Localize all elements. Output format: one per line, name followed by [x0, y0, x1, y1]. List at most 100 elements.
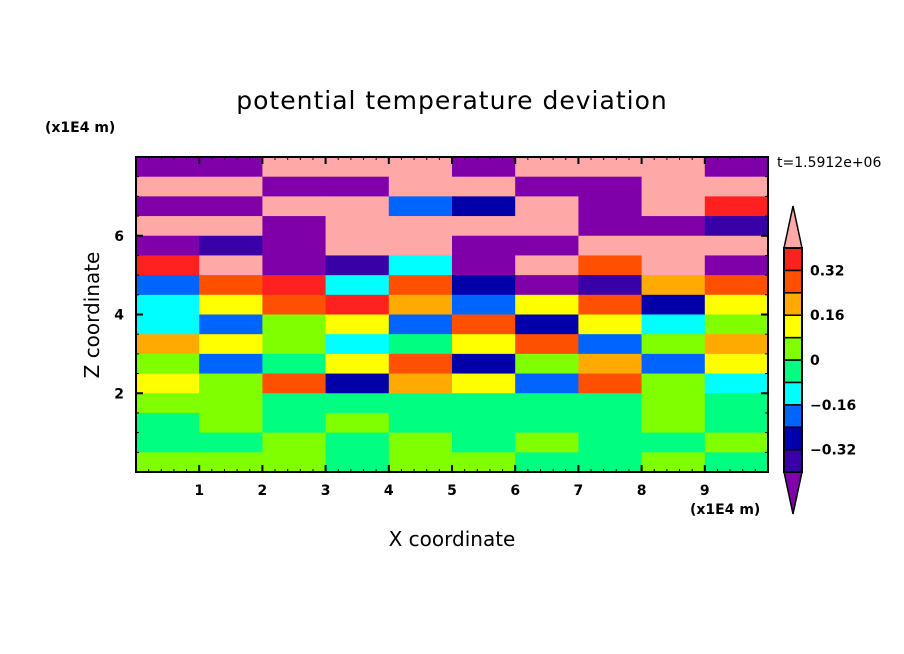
field-cell: [388, 196, 453, 217]
field-cell: [199, 255, 263, 276]
field-cell: [578, 373, 643, 394]
field-cell: [641, 432, 706, 453]
field-cell: [515, 452, 579, 473]
field-cell: [704, 196, 769, 217]
field-cell: [578, 255, 643, 276]
field-cell: [641, 235, 706, 256]
field-cell: [452, 334, 516, 355]
field-cell: [262, 432, 327, 453]
colorbar-label: 0.16: [810, 308, 845, 324]
field-cell: [515, 393, 579, 414]
field-cell: [136, 196, 200, 217]
field-cell: [704, 334, 769, 355]
field-cell: [325, 275, 390, 296]
x-tick-label: 5: [447, 483, 457, 499]
field-cell: [515, 353, 579, 375]
field-cell: [136, 393, 200, 414]
field-cell: [262, 393, 327, 414]
x-tick-label: 8: [637, 483, 647, 499]
field-cell: [199, 393, 263, 414]
field-cell: [515, 255, 579, 276]
field-cell: [704, 275, 769, 296]
field-cell: [704, 393, 769, 414]
field-cell: [515, 294, 579, 315]
field-cell: [704, 157, 769, 178]
field-cell: [578, 294, 643, 315]
field-cell: [136, 294, 200, 315]
y-axis-label: Z coordinate: [80, 251, 104, 379]
field-cell: [578, 432, 643, 453]
colorbar-segment: [783, 404, 803, 428]
field-cell: [704, 373, 769, 394]
field-cell: [704, 412, 769, 434]
field-cell: [136, 373, 200, 394]
field-cell: [515, 314, 579, 335]
x-tick-label: 9: [700, 483, 710, 499]
field-cell: [704, 452, 769, 473]
field-cell: [325, 334, 390, 355]
field-cell: [136, 255, 200, 276]
field-cell: [452, 196, 516, 217]
field-cell: [262, 255, 327, 276]
field-cell: [262, 334, 327, 355]
field-cell: [262, 235, 327, 256]
field-cell: [262, 216, 327, 237]
field-cell: [515, 432, 579, 453]
colorbar-segment: [783, 314, 803, 339]
field-cell: [452, 452, 516, 473]
field-cell: [388, 432, 453, 453]
field-cell: [515, 176, 579, 197]
field-cell: [325, 452, 390, 473]
x-axis-unit: (x1E4 m): [690, 502, 761, 518]
field-cell: [325, 412, 390, 434]
field-cell: [262, 353, 327, 375]
field-cell: [704, 235, 769, 256]
field-cell: [388, 314, 453, 335]
chart-title: potential temperature deviation: [236, 86, 668, 115]
field-cell: [452, 393, 516, 414]
field-cell: [388, 157, 453, 178]
x-axis-label: X coordinate: [388, 527, 516, 551]
field-cell: [388, 235, 453, 256]
colorbar-frame: [783, 247, 803, 473]
field-cell: [325, 176, 390, 197]
field-cell: [641, 393, 706, 414]
field-cell: [136, 353, 200, 375]
field-cell: [388, 353, 453, 375]
field-cell: [704, 353, 769, 375]
field-cell: [136, 275, 200, 296]
field-cell: [199, 452, 263, 473]
x-tick-label: 6: [510, 483, 520, 499]
colorbar-label: −0.32: [810, 443, 856, 459]
field-cell: [578, 452, 643, 473]
field-cell: [641, 275, 706, 296]
field-cell: [578, 353, 643, 375]
field-cell: [136, 334, 200, 355]
y-tick-label: 6: [114, 229, 124, 245]
y-tick-label: 2: [114, 386, 124, 402]
colorbar-label: 0: [810, 353, 820, 369]
field-cell: [325, 314, 390, 335]
field-cell: [325, 255, 390, 276]
field-cell: [325, 373, 390, 394]
field-cell: [388, 255, 453, 276]
field-cell: [325, 235, 390, 256]
field-cell: [515, 235, 579, 256]
colorbar-segment: [783, 448, 803, 473]
field-cell: [515, 216, 579, 237]
field-cell: [641, 373, 706, 394]
field-cell: [136, 412, 200, 434]
colorbar-segment: [783, 359, 803, 384]
field-cell: [641, 157, 706, 178]
field-cell: [325, 196, 390, 217]
field-cell: [199, 216, 263, 237]
field-cell: [136, 157, 200, 178]
field-cell: [515, 373, 579, 394]
field-cell: [388, 294, 453, 315]
colorbar-lower-extension: [783, 471, 803, 515]
colorbar-segment: [783, 292, 803, 316]
field-cell: [452, 412, 516, 434]
time-label: t=1.5912e+06: [777, 155, 882, 171]
field-cell: [199, 196, 263, 217]
